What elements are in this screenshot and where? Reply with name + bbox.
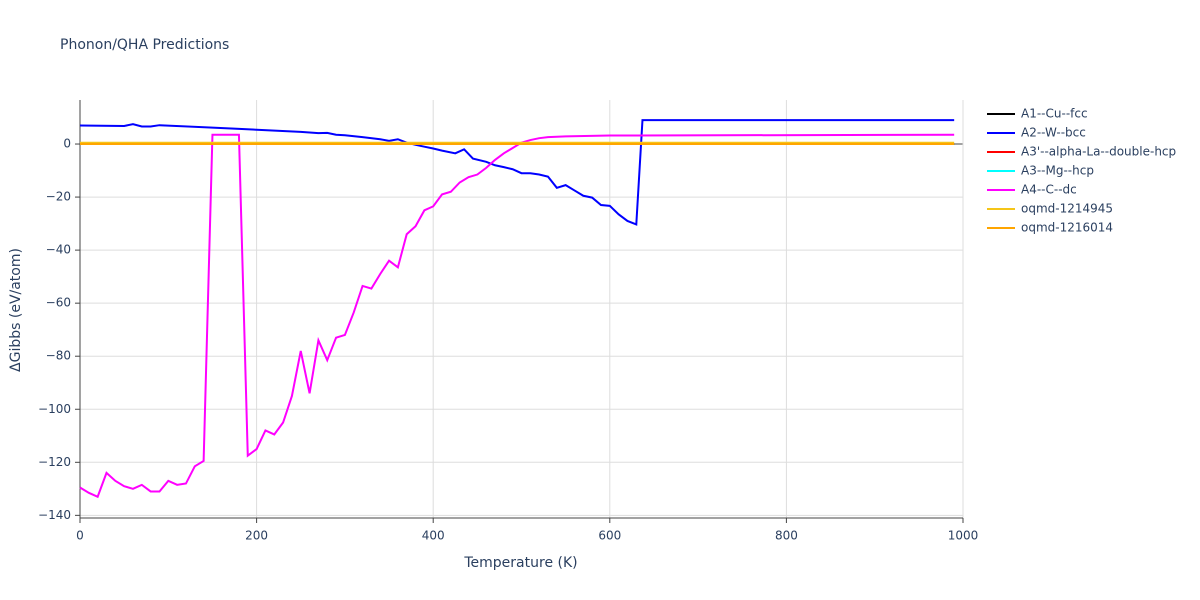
y-tick-label: −20 [46,190,71,204]
legend-label: A3--Mg--hcp [1021,164,1094,178]
series-line [79,119,955,226]
y-tick-label: −100 [38,402,71,416]
legend-label: A2--W--bcc [1021,126,1086,140]
y-tick-label: −140 [38,508,71,522]
x-tick-label: 800 [775,529,798,543]
legend-label: oqmd-1216014 [1021,221,1113,235]
y-tick-label: −60 [46,296,71,310]
series-line [79,133,955,499]
y-tick-label: −120 [38,455,71,469]
chart-title: Phonon/QHA Predictions [60,37,229,53]
y-axis-title: ΔGibbs (eV/atom) [8,248,24,372]
x-tick-label: 1000 [948,529,979,543]
x-tick-label: 0 [76,529,84,543]
y-tick-label: 0 [63,137,71,151]
legend-label: A4--C--dc [1021,183,1077,197]
legend-label: A3'--alpha-La--double-hcp [1021,145,1176,159]
x-tick-label: 400 [422,529,445,543]
x-tick-label: 200 [245,529,268,543]
legend-label: A1--Cu--fcc [1021,107,1088,121]
y-tick-label: −40 [46,243,71,257]
legend-label: oqmd-1214945 [1021,202,1113,216]
x-tick-label: 600 [598,529,621,543]
x-axis-title: Temperature (K) [463,555,577,571]
y-tick-label: −80 [46,349,71,363]
